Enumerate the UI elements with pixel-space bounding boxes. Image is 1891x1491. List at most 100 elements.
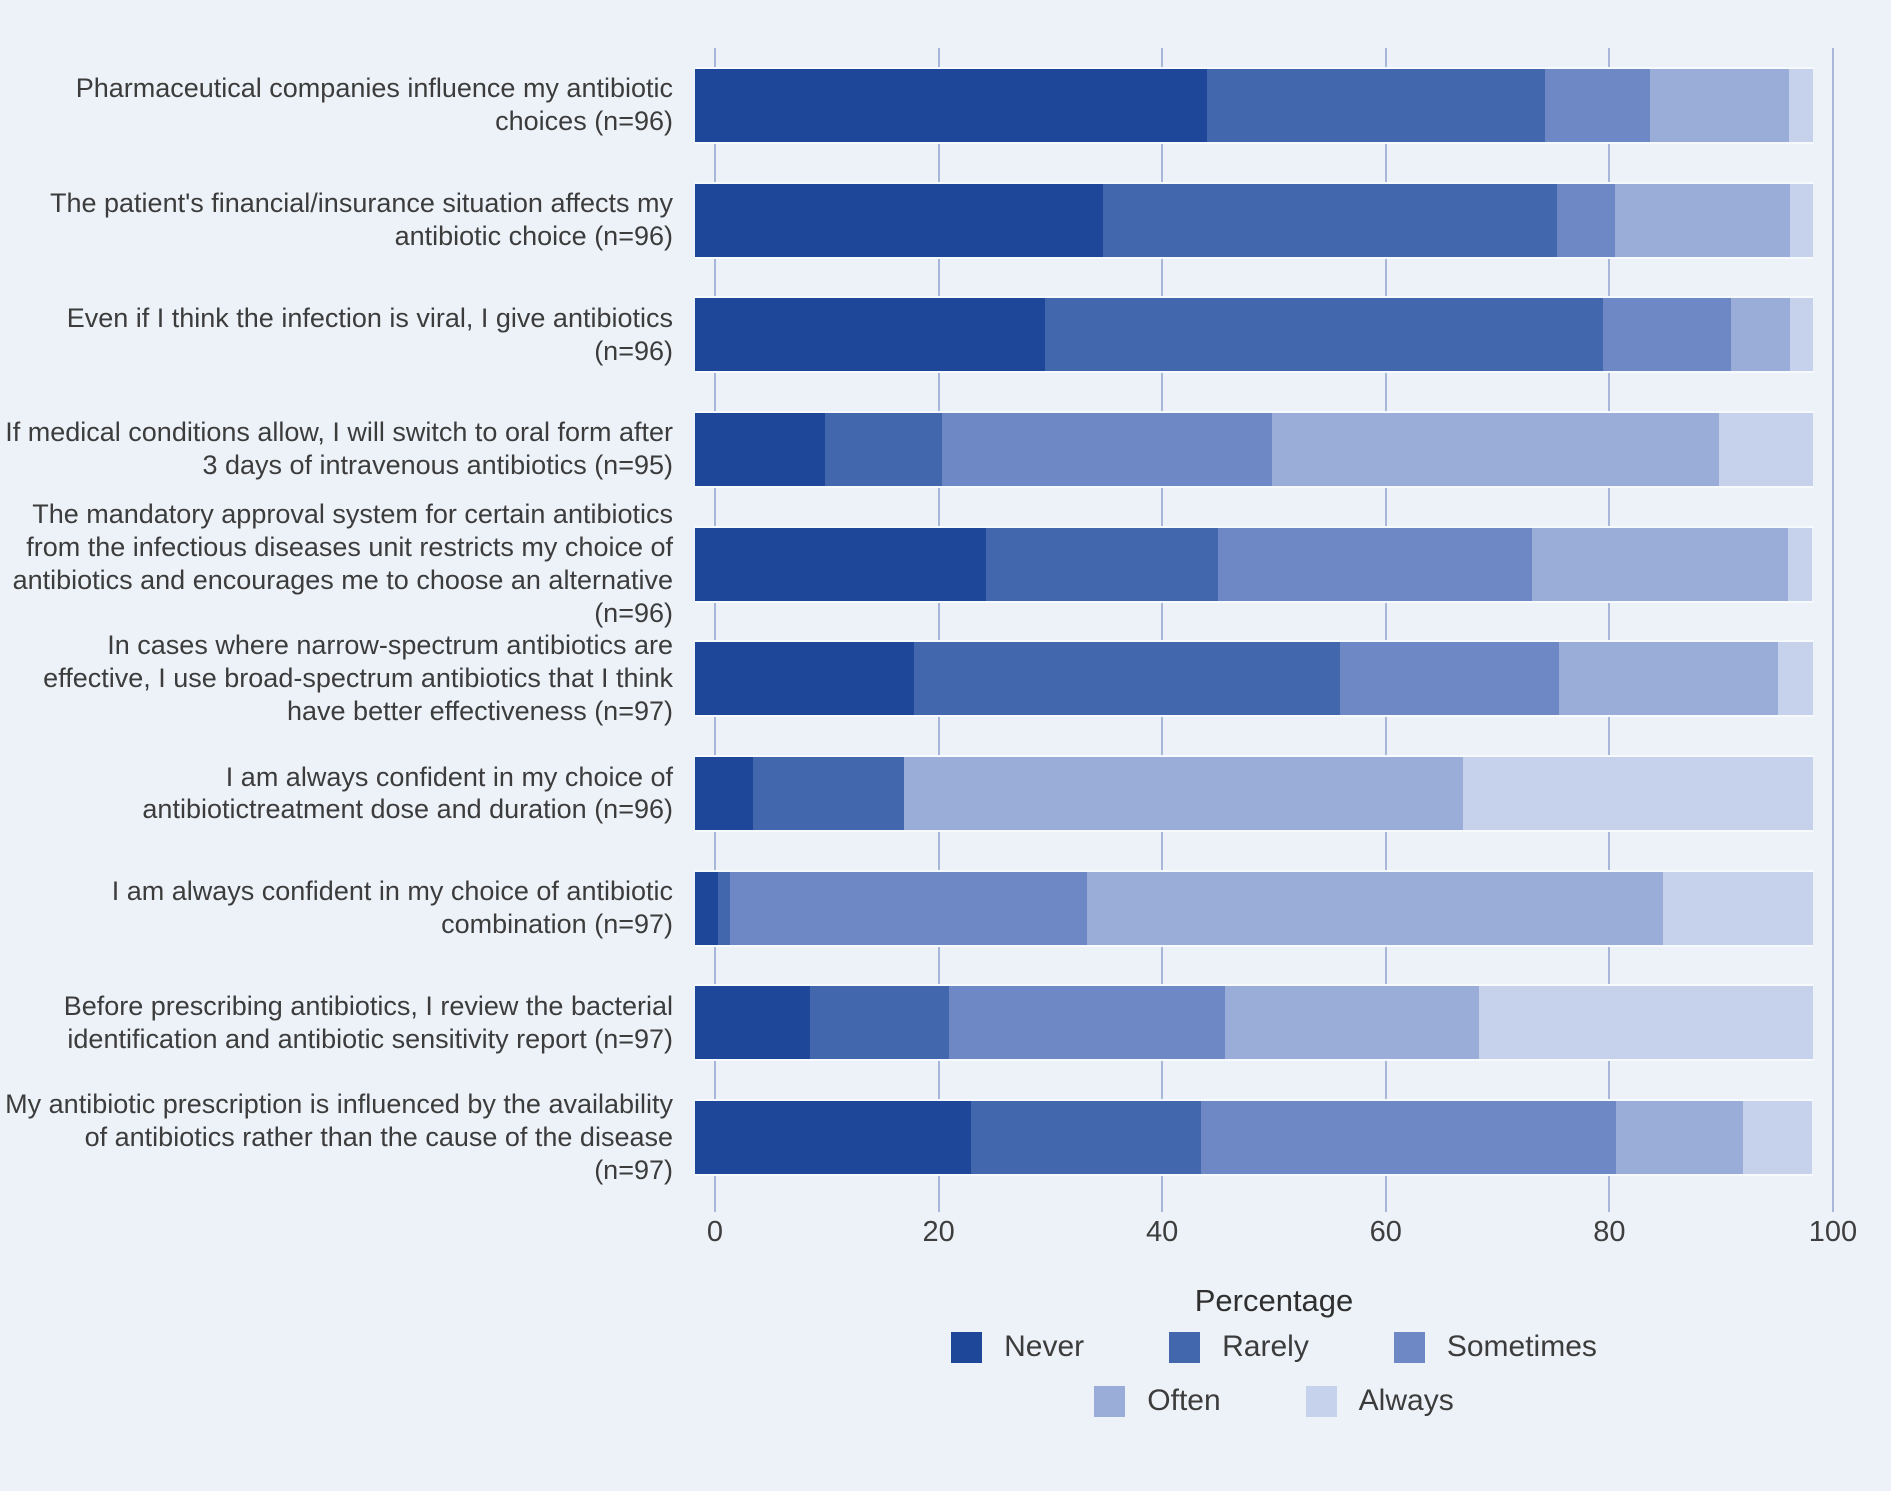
legend-swatch-rarely (1169, 1331, 1201, 1363)
bar-segment-always (1663, 871, 1813, 945)
bar-track (695, 66, 1813, 144)
x-tick-label: 80 (1593, 1216, 1626, 1248)
bar-segment-rarely (753, 756, 905, 830)
bar-segment-never (695, 298, 1045, 372)
bar-segment-never (695, 986, 811, 1060)
x-tick (1608, 1195, 1611, 1212)
bar-track (695, 525, 1813, 603)
bar-segment-never (695, 183, 1104, 257)
bar-segment-sometimes (948, 986, 1225, 1060)
bar-segment-often (1532, 527, 1789, 601)
bar-segment-never (695, 527, 986, 601)
bar-track (695, 410, 1813, 488)
bar-track (695, 181, 1813, 259)
bar-rows: Pharmaceutical companies influence my an… (0, 48, 1833, 1195)
bar-segment-never (695, 871, 719, 945)
legend-label: Sometimes (1446, 1330, 1597, 1363)
bar-row: Before prescribing antibiotics, I review… (0, 966, 1833, 1081)
x-tick (1384, 1195, 1387, 1212)
bar-segment-often (1271, 412, 1720, 486)
bar-segment-always (1789, 68, 1813, 142)
legend-row: Often Always (1094, 1384, 1454, 1418)
bar-segment-always (1778, 642, 1813, 716)
x-tick-label: 0 (706, 1216, 724, 1248)
x-tick-label: 20 (922, 1216, 955, 1248)
bar-segment-always (1742, 1101, 1812, 1175)
bar-segment-rarely (1044, 298, 1604, 372)
legend-label: Never (1004, 1330, 1085, 1363)
legend-label: Always (1358, 1384, 1454, 1417)
bar-segment-always (1789, 183, 1813, 257)
bar-segment-rarely (971, 1101, 1202, 1175)
bar-track (695, 984, 1813, 1062)
legend-item-rarely: Rarely (1169, 1330, 1309, 1364)
x-tick (1832, 1195, 1834, 1212)
category-label: Before prescribing antibiotics, I review… (63, 990, 673, 1054)
bar-row: I am always confident in my choice of an… (0, 851, 1833, 966)
category-label: My antibiotic prescription is influenced… (5, 1089, 673, 1185)
bar-segment-never (695, 1101, 972, 1175)
bar-row: Even if I think the infection is viral, … (0, 277, 1833, 392)
legend-label: Rarely (1222, 1330, 1309, 1363)
legend-item-often: Often (1094, 1384, 1221, 1418)
bar-segment-often (1224, 986, 1479, 1060)
bar-row: In cases where narrow-spectrum antibioti… (0, 621, 1833, 736)
legend-swatch-always (1305, 1385, 1337, 1417)
bar-segment-often (1649, 68, 1790, 142)
category-label: In cases where narrow-spectrum antibioti… (43, 630, 673, 727)
bar-segment-rarely (1207, 68, 1545, 142)
legend-item-never: Never (951, 1330, 1084, 1364)
bar-segment-often (1731, 298, 1790, 372)
category-label: The patient's financial/insurance situat… (50, 188, 673, 252)
legend-item-always: Always (1305, 1384, 1454, 1418)
gridline-x-40 (1161, 48, 1164, 1195)
bar-row: Pharmaceutical companies influence my an… (0, 48, 1833, 163)
gridline-x-0 (714, 48, 716, 1195)
bar-segment-sometimes (942, 412, 1272, 486)
plot-gridlines (714, 48, 1834, 1195)
x-tick (937, 1195, 940, 1212)
x-axis-title: Percentage (1194, 1283, 1354, 1318)
legend: Never Rarely Sometimes Often Always (715, 1330, 1833, 1418)
bar-segment-often (1615, 183, 1790, 257)
bar-segment-sometimes (1340, 642, 1560, 716)
bar-segment-rarely (718, 871, 730, 945)
category-label: The mandatory approval system for certai… (12, 499, 673, 629)
bar-segment-always (1719, 412, 1813, 486)
bar-segment-rarely (810, 986, 949, 1060)
gridline-x-100 (1832, 48, 1834, 1195)
category-label: I am always confident in my choice of an… (111, 876, 673, 940)
bar-segment-always (1463, 756, 1813, 830)
bar-segment-sometimes (1603, 298, 1732, 372)
bar-row: The mandatory approval system for certai… (0, 499, 1833, 628)
bar-segment-never (695, 642, 915, 716)
x-tick-label: 60 (1369, 1216, 1402, 1248)
bar-track (695, 1099, 1813, 1177)
bar-row: My antibiotic prescription is influenced… (0, 1080, 1833, 1195)
x-tick (714, 1195, 716, 1212)
bar-track (695, 869, 1813, 947)
gridline-x-60 (1384, 48, 1387, 1195)
bar-segment-rarely (1103, 183, 1557, 257)
bar-segment-sometimes (1556, 183, 1616, 257)
legend-item-sometimes: Sometimes (1393, 1330, 1597, 1364)
legend-row: Never Rarely Sometimes (951, 1330, 1597, 1364)
bar-track (695, 754, 1813, 832)
bar-segment-never (695, 756, 754, 830)
category-label: I am always confident in my choice of an… (142, 761, 673, 825)
bar-segment-always (1789, 298, 1813, 372)
legend-swatch-never (951, 1331, 983, 1363)
bar-segment-always (1788, 527, 1812, 601)
bar-segment-sometimes (1201, 1101, 1617, 1175)
bar-segment-sometimes (1218, 527, 1533, 601)
bar-segment-sometimes (729, 871, 1088, 945)
bar-segment-never (695, 68, 1208, 142)
gridline-x-80 (1608, 48, 1611, 1195)
bar-row: The patient's financial/insurance situat… (0, 163, 1833, 278)
legend-label: Often (1147, 1384, 1221, 1417)
bar-segment-often (1559, 642, 1779, 716)
category-label: Even if I think the infection is viral, … (66, 302, 673, 366)
x-tick-label: 100 (1808, 1216, 1858, 1248)
x-tick-label: 40 (1146, 1216, 1179, 1248)
